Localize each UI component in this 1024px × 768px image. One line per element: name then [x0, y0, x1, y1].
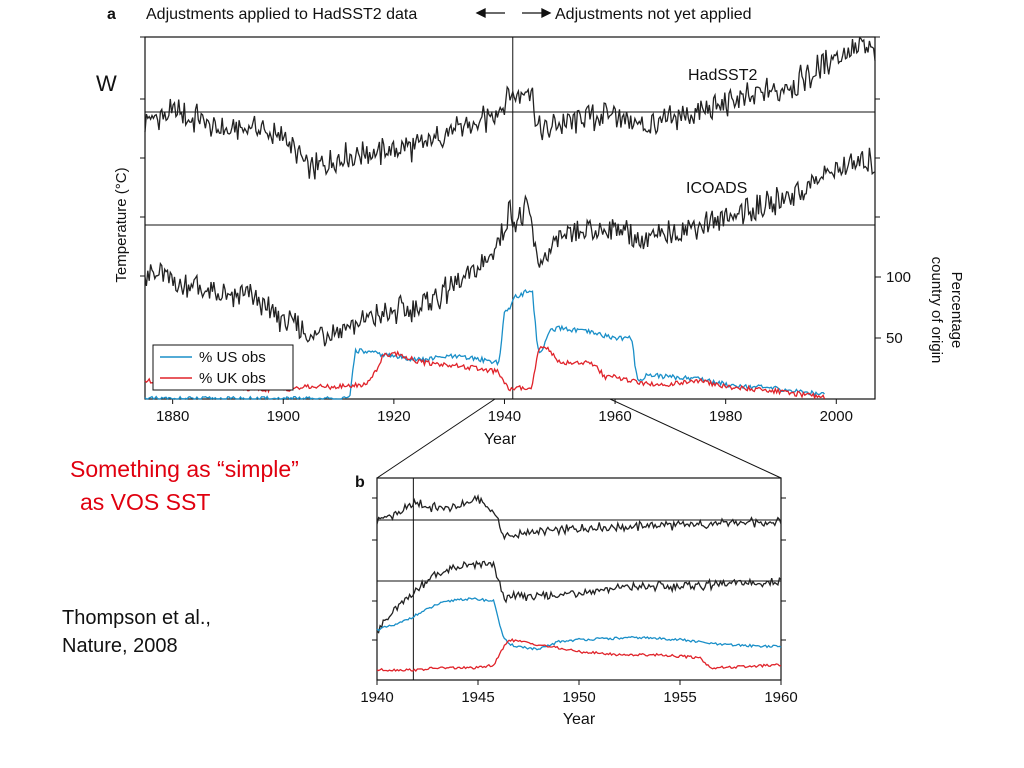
arrow-left-icon — [475, 7, 486, 19]
panel-a-label: a — [107, 6, 116, 23]
x-tick-label: 1940 — [488, 408, 521, 425]
x-axis-label-a: Year — [484, 431, 517, 448]
panel-a-x-ticks: 1880 1900 1920 1940 1960 1980 2000 — [156, 399, 853, 425]
series-label-icoads: ICOADS — [686, 180, 747, 197]
series-line--uk-obs — [376, 637, 782, 672]
x-tick-label: 1880 — [156, 408, 189, 425]
header-right-text: Adjustments not yet applied — [555, 6, 752, 23]
panel-b-side-ticks — [372, 497, 786, 641]
series-line--us-obs — [376, 597, 782, 651]
panel-a-right-ticks: 50 100 — [875, 269, 911, 347]
note-line-1: Something as “simple” — [70, 456, 299, 482]
zoom-connector-left — [376, 398, 496, 479]
header-left-text: Adjustments applied to HadSST2 data — [146, 6, 417, 23]
panel-b-frame — [376, 477, 782, 681]
header-arrows — [475, 7, 552, 19]
x-axis-label-b: Year — [563, 711, 596, 728]
legend-label-us: % US obs — [199, 349, 266, 366]
left-ticks — [140, 36, 880, 277]
legend: % US obs % UK obs — [152, 344, 294, 391]
series-line-icoads — [144, 147, 876, 347]
y-axis-label-right-1: Percentage — [948, 272, 965, 349]
series-line-icoads — [376, 559, 782, 634]
citation-line-2: Nature, 2008 — [62, 635, 178, 657]
x-tick-label: 1950 — [562, 689, 595, 706]
y-axis-label-right-2: country of origin — [928, 257, 945, 364]
x-tick-label: 1945 — [461, 689, 494, 706]
x-tick-label: 2000 — [820, 408, 853, 425]
panel-b-series — [376, 478, 782, 680]
x-tick-label: 1920 — [377, 408, 410, 425]
x-tick-label: 1955 — [663, 689, 696, 706]
x-tick-label: 1900 — [267, 408, 300, 425]
note-line-2: as VOS SST — [80, 489, 211, 515]
x-tick-label: 1940 — [360, 689, 393, 706]
series-line-hadsst2 — [144, 36, 876, 180]
x-tick-label: 1960 — [764, 689, 797, 706]
right-tick-label: 100 — [886, 269, 911, 286]
legend-label-uk: % UK obs — [199, 370, 266, 387]
panel-a-frame — [144, 36, 876, 400]
y-axis-label-left: Temperature (°C) — [113, 167, 130, 282]
series-label-hadsst2: HadSST2 — [688, 67, 757, 84]
citation-line-1: Thompson et al., — [62, 607, 211, 629]
zoom-connector-right — [609, 398, 782, 479]
x-tick-label: 1980 — [709, 408, 742, 425]
panel-b-x-ticks: 1940 1945 1950 1955 1960 — [360, 680, 798, 706]
arrow-right-icon — [541, 7, 552, 19]
series-line-hadsst2 — [376, 493, 782, 541]
legend-box — [152, 344, 294, 391]
x-tick-label: 1960 — [598, 408, 631, 425]
stray-letter: W — [96, 71, 117, 96]
panel-b-label: b — [355, 474, 365, 491]
right-tick-label: 50 — [886, 330, 903, 347]
